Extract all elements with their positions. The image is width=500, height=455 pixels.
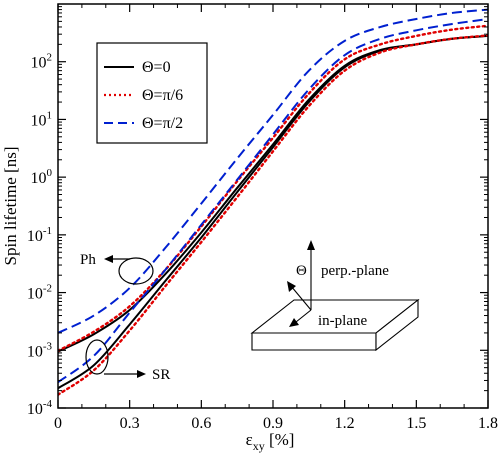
- axis-ticks: 0 0.3 0.6 0.9 1.2 1.5 1.8 10-4 10-3 10-2 10-1 100 10…: [27, 4, 498, 432]
- y-tick-label: 10-3: [27, 340, 53, 360]
- x-tick-label: 0.6: [191, 415, 211, 432]
- in-plane-vector-line: [295, 309, 312, 323]
- x-axis-label: εxy [%]: [246, 430, 295, 453]
- theta-label: Θ: [296, 263, 307, 279]
- slab-side-face: [375, 298, 419, 352]
- sr-label: SR: [152, 367, 170, 383]
- y-tick-label: 10-2: [27, 283, 52, 303]
- legend-label-theta-0: Θ=0: [142, 59, 171, 76]
- ph-annotation: Ph: [80, 252, 154, 285]
- y-tick-label: 102: [31, 52, 53, 72]
- series-line-upper: [58, 24, 488, 352]
- y-tick-label: 10-4: [27, 398, 53, 418]
- perp-arrowhead-icon: [307, 240, 315, 250]
- series-line-lower: [58, 17, 488, 383]
- x-tick-label: 1.8: [478, 415, 498, 432]
- series-line-lower: [58, 34, 488, 396]
- x-tick-label: 0.3: [120, 415, 140, 432]
- x-tick-label: 1.2: [335, 415, 355, 432]
- theta-vector-line: [290, 285, 312, 311]
- legend: Θ=0 Θ=π/6 Θ=π/2: [96, 42, 208, 144]
- y-tick-label: 101: [31, 109, 53, 129]
- ph-arrowhead-icon: [104, 255, 113, 263]
- theta-arrowhead-icon: [287, 281, 296, 292]
- ph-label: Ph: [80, 252, 96, 268]
- slab-front-face: [251, 332, 377, 351]
- series-line-upper: [58, 8, 488, 334]
- in-plane-arrowhead-icon: [289, 318, 299, 327]
- legend-label-theta-pi2: Θ=π/2: [142, 115, 183, 132]
- in-plane-label: in-plane: [318, 313, 367, 329]
- ph-ellipse: [118, 257, 154, 285]
- perp-plane-label: perp.-plane: [321, 263, 389, 279]
- x-tick-label: 1.5: [406, 415, 426, 432]
- sr-annotation: SR: [85, 339, 170, 383]
- x-tick-label: 0: [54, 415, 62, 432]
- legend-label-theta-pi6: Θ=π/6: [142, 87, 183, 104]
- legend-box: [96, 42, 208, 144]
- y-axis-label: Spin lifetime [ns]: [1, 147, 20, 266]
- series-layer: [58, 8, 488, 396]
- x-tick-label: 0.9: [263, 415, 283, 432]
- sr-ellipse: [85, 339, 109, 375]
- y-tick-label: 100: [31, 167, 53, 187]
- sr-arrowhead-icon: [137, 370, 146, 378]
- slab-diagram: Θ perp.-plane in-plane: [250, 240, 420, 352]
- y-tick-label: 10-1: [27, 225, 52, 245]
